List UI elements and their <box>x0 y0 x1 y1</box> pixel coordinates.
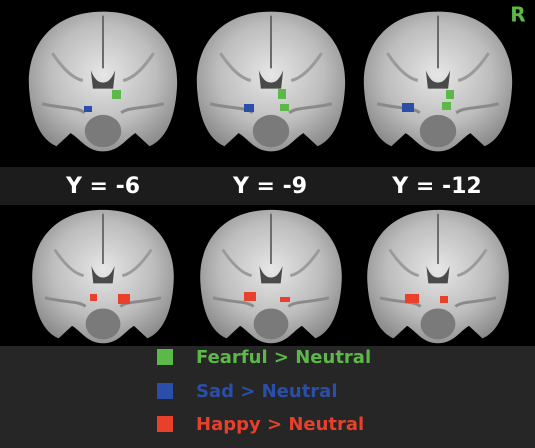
slice-label: Y = -6 <box>65 174 140 199</box>
brain-slice <box>364 12 512 152</box>
brain-slice <box>197 12 345 152</box>
brain-slice <box>32 210 174 343</box>
legend-swatch <box>157 416 173 432</box>
legend-swatch <box>157 383 173 399</box>
brain-slice <box>200 210 342 343</box>
slice-label: Y = -12 <box>391 174 481 199</box>
brain-slice <box>29 12 177 152</box>
legend-label: Sad > Neutral <box>196 381 338 402</box>
slice-label: Y = -9 <box>232 174 307 199</box>
legend-swatch <box>157 349 173 365</box>
brain-slice <box>367 210 509 343</box>
figure: R Y = -6 Y = -9 Y = -12 Fearful > Neutra… <box>0 0 535 448</box>
legend-label: Happy > Neutral <box>196 414 364 435</box>
corner-label: R <box>510 3 525 27</box>
legend-label: Fearful > Neutral <box>196 347 371 368</box>
